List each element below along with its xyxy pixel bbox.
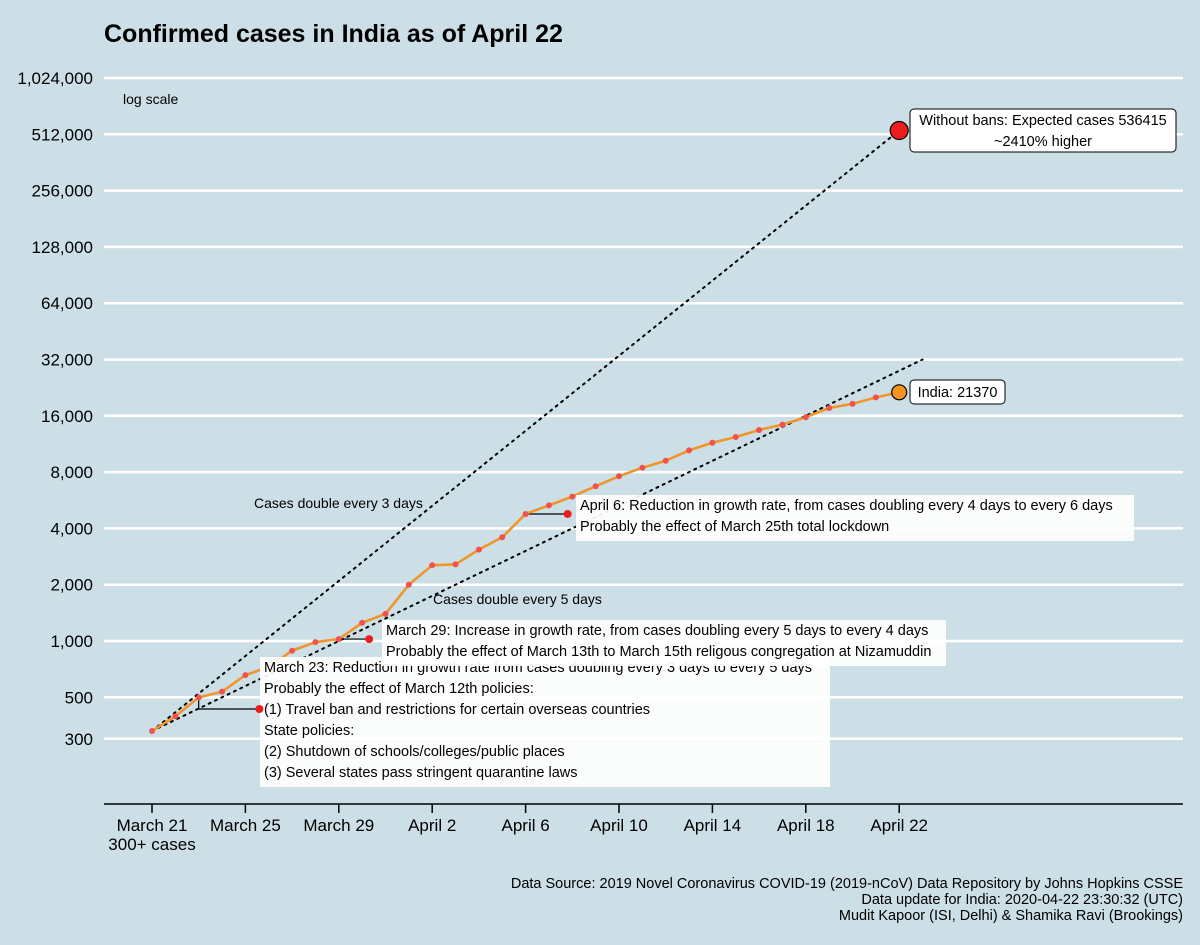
- x-tick-label-5: April 10: [590, 816, 648, 835]
- data-point-16: [522, 510, 529, 517]
- y-tick-label-9: 128,000: [32, 238, 93, 257]
- data-point-6: [289, 647, 296, 654]
- annotation-march23-line-2: (1) Travel ban and restrictions for cert…: [264, 702, 650, 718]
- markers: [255, 120, 909, 713]
- data-point-11: [405, 581, 412, 588]
- data-point-13: [452, 561, 459, 568]
- annotation-march23-line-3: State policies:: [264, 723, 354, 739]
- y-tick-label-12: 1,024,000: [17, 69, 93, 88]
- annotation-march29-line-0: March 29: Increase in growth rate, from …: [386, 623, 928, 639]
- marker-0: [889, 120, 909, 141]
- source-line-1: Data Source: 2019 Novel Coronavirus COVI…: [511, 876, 1183, 892]
- y-tick-label-1: 500: [65, 688, 93, 707]
- trend-label-5-days: Cases double every 5 days: [433, 591, 602, 607]
- without-bans-line-2: ~2410% higher: [994, 134, 1092, 150]
- data-point-23: [686, 447, 693, 454]
- x-tick-label-8: April 22: [870, 816, 928, 835]
- x-tick-label-3: April 2: [408, 816, 456, 835]
- data-point-18: [569, 493, 576, 500]
- data-point-10: [382, 610, 389, 617]
- data-point-17: [545, 502, 552, 509]
- data-point-27: [779, 421, 786, 428]
- marker-4: [563, 509, 572, 518]
- data-point-29: [826, 404, 833, 411]
- source-line-3: Mudit Kapoor (ISI, Delhi) & Shamika Ravi…: [839, 908, 1183, 924]
- annotation-march23-line-1: Probably the effect of March 12th polici…: [264, 681, 534, 697]
- x-tick-label-0-sub: 300+ cases: [108, 835, 195, 854]
- data-point-31: [872, 394, 879, 401]
- data-point-22: [662, 457, 669, 464]
- x-tick-label-0: March 21: [117, 816, 188, 835]
- x-tick-label-6: April 14: [684, 816, 742, 835]
- data-point-24: [709, 439, 716, 446]
- y-tick-label-10: 256,000: [32, 182, 93, 201]
- chart-title: Confirmed cases in India as of April 22: [104, 20, 563, 48]
- data-point-20: [616, 473, 622, 480]
- annotation-march23-line-4: (2) Shutdown of schools/colleges/public …: [264, 744, 565, 760]
- annotations: March 23: Reduction in growth rate from …: [260, 495, 1134, 787]
- data-point-25: [732, 434, 739, 441]
- data-point-19: [592, 483, 599, 490]
- marker-3: [365, 635, 374, 644]
- data-point-4: [242, 672, 249, 679]
- data-point-1: [172, 713, 179, 720]
- data-point-8: [335, 636, 342, 643]
- data-point-2: [195, 694, 202, 701]
- source-line-2: Data update for India: 2020-04-22 23:30:…: [861, 892, 1183, 908]
- annotation-march29-line-1: Probably the effect of March 13th to Mar…: [386, 644, 931, 660]
- annotation-march23-line-5: (3) Several states pass stringent quaran…: [264, 765, 578, 781]
- annotation-box-march23: [260, 657, 830, 787]
- callout-labels: Without bans: Expected cases 536415 ~2410…: [909, 108, 1177, 405]
- marker-1: [891, 384, 908, 401]
- data-point-3: [219, 688, 226, 695]
- india-label-text: India: 21370: [918, 385, 998, 401]
- trend-label-3-days: Cases double every 3 days: [254, 495, 423, 511]
- data-point-26: [756, 427, 763, 434]
- y-tick-label-8: 64,000: [41, 294, 93, 313]
- india-label-box: [909, 379, 1006, 405]
- y-tick-label-11: 512,000: [32, 125, 93, 144]
- x-tick-label-2: March 29: [303, 816, 374, 835]
- y-tick-label-5: 8,000: [50, 463, 93, 482]
- connector-march23: [198, 697, 260, 710]
- y-axis-ticks: 300 500 1,000 2,000 4,000 8,000 16,000 32,000 64…: [17, 69, 93, 749]
- data-point-14: [475, 546, 482, 553]
- without-bans-line-1: Without bans: Expected cases 536415: [919, 113, 1166, 129]
- data-point-12: [429, 562, 436, 569]
- without-bans-box: [909, 108, 1177, 153]
- data-point-9: [359, 619, 366, 626]
- annotation-box-march29: [382, 620, 946, 666]
- data-point-0: [149, 728, 155, 735]
- x-tick-label-4: April 6: [502, 816, 550, 835]
- y-tick-label-4: 4,000: [50, 519, 93, 538]
- marker-2: [255, 704, 264, 713]
- data-point-28: [802, 414, 809, 421]
- data-point-7: [312, 639, 319, 646]
- y-tick-label-3: 2,000: [50, 576, 93, 595]
- annotation-april6-line-1: Probably the effect of March 25th total …: [580, 519, 889, 535]
- y-tick-label-2: 1,000: [50, 632, 93, 651]
- y-tick-label-0: 300: [65, 730, 93, 749]
- trend-line-0: [151, 129, 901, 733]
- y-tick-label-6: 16,000: [41, 407, 93, 426]
- y-tick-label-7: 32,000: [41, 351, 93, 370]
- annotation-april6-line-0: April 6: Reduction in growth rate, from …: [580, 498, 1113, 514]
- data-point-15: [499, 534, 506, 541]
- annotation-box-april6: [576, 495, 1134, 541]
- x-tick-label-7: April 18: [777, 816, 835, 835]
- scale-note: log scale: [123, 91, 178, 107]
- x-tick-label-1: March 25: [210, 816, 281, 835]
- data-point-21: [639, 464, 646, 471]
- annotation-connectors: [198, 513, 568, 710]
- data-point-30: [849, 400, 856, 407]
